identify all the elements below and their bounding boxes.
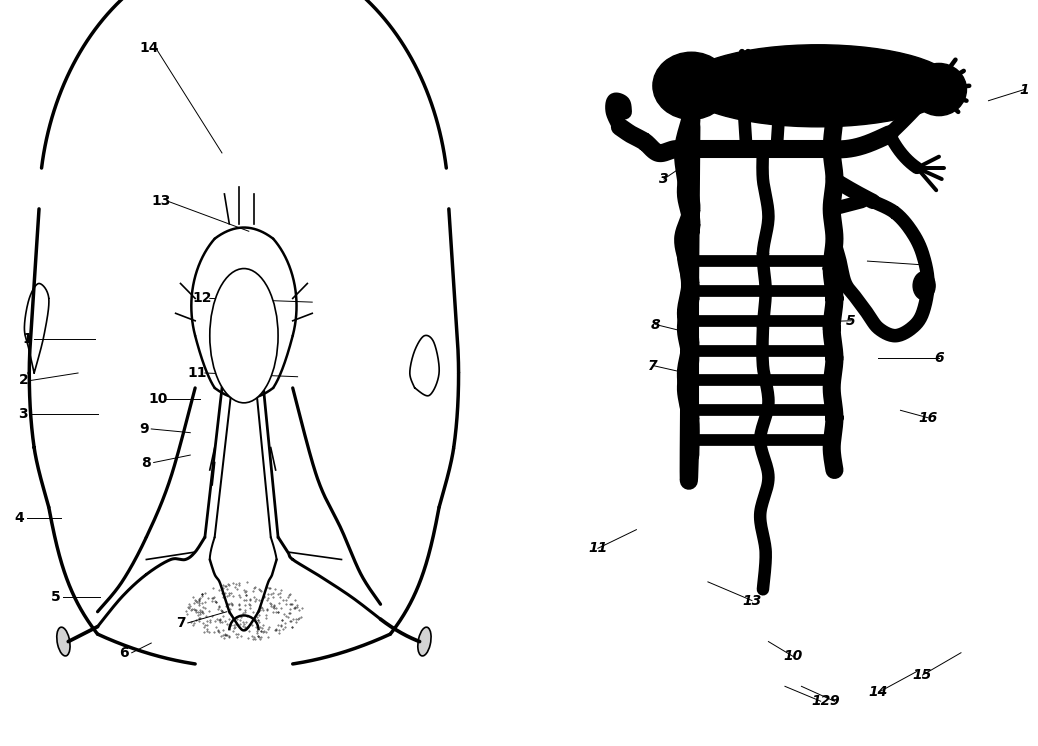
Text: 1: 1 — [22, 333, 32, 346]
Text: 12: 12 — [193, 292, 212, 305]
Text: 8: 8 — [651, 318, 660, 331]
Text: 13: 13 — [152, 195, 170, 208]
Text: 11: 11 — [188, 366, 208, 380]
Text: 10: 10 — [148, 392, 168, 406]
Ellipse shape — [653, 52, 730, 119]
Text: 15: 15 — [912, 668, 932, 682]
Text: 11: 11 — [589, 542, 607, 555]
Text: 4: 4 — [15, 512, 24, 525]
Text: 9: 9 — [139, 422, 148, 436]
Text: 2: 2 — [19, 374, 28, 387]
Text: 5: 5 — [846, 314, 855, 327]
Text: 3: 3 — [659, 172, 668, 186]
Text: 6: 6 — [119, 646, 129, 659]
Text: 7: 7 — [648, 359, 658, 372]
Ellipse shape — [911, 63, 966, 116]
Text: 5: 5 — [51, 590, 61, 604]
Ellipse shape — [418, 627, 431, 656]
Ellipse shape — [210, 269, 278, 403]
Text: 3: 3 — [19, 407, 28, 421]
Text: 16: 16 — [919, 411, 937, 424]
Ellipse shape — [680, 45, 955, 127]
Ellipse shape — [913, 272, 935, 300]
Text: 14: 14 — [139, 42, 159, 55]
Text: 13: 13 — [742, 594, 762, 607]
Text: 7: 7 — [175, 616, 186, 630]
Text: 1: 1 — [1019, 83, 1029, 96]
Text: 2: 2 — [741, 83, 752, 96]
Text: 8: 8 — [141, 456, 152, 469]
Text: 6: 6 — [934, 351, 944, 365]
Text: 4: 4 — [918, 258, 927, 272]
Ellipse shape — [57, 627, 70, 656]
Text: 9: 9 — [829, 695, 840, 708]
Text: 12: 12 — [811, 695, 830, 708]
Text: 14: 14 — [869, 686, 889, 699]
Text: 10: 10 — [784, 650, 802, 663]
